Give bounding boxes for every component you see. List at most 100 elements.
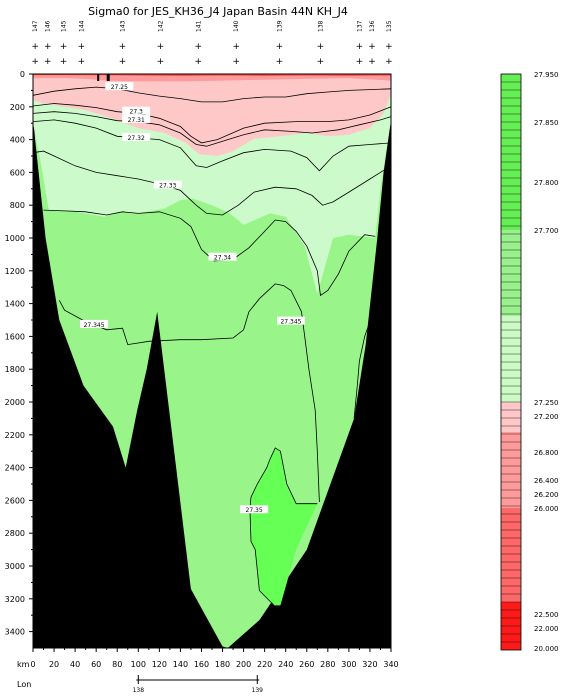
x-axis-label: km <box>17 660 30 669</box>
contour-line-27.32 <box>32 119 392 172</box>
y-tick-label: 1600 <box>5 332 25 341</box>
station-plus-marker: + <box>157 42 165 52</box>
station-plus-marker: + <box>44 42 52 52</box>
contour-label: 27.3 <box>130 109 144 116</box>
y-tick-label: 3200 <box>5 595 25 604</box>
contour-line-27.35 <box>249 447 318 606</box>
colorbar-label: 20.000 <box>534 645 559 653</box>
x-tick-label: 260 <box>299 660 314 669</box>
x-tick-label: 340 <box>383 660 398 669</box>
colorbar-label: 22.500 <box>534 611 559 619</box>
station-plus-marker: + <box>119 42 127 52</box>
station-plus-marker: + <box>157 57 165 67</box>
y-tick-label: 0 <box>20 70 25 79</box>
station-label: 145 <box>61 20 68 32</box>
contour-label: 27.345 <box>84 322 105 329</box>
colorbar-label: 27.250 <box>534 399 559 407</box>
colorbar-label: 27.850 <box>534 119 559 127</box>
water-region-above-27.35 <box>249 447 318 606</box>
station-plus-marker: + <box>119 57 127 67</box>
contour-label: 27.35 <box>246 507 263 514</box>
y-tick-label: 800 <box>10 201 25 210</box>
station-plus-marker: + <box>385 42 393 52</box>
station-plus-marker: + <box>276 42 284 52</box>
chart-title: Sigma0 for JES_KH36_J4 Japan Basin 44N K… <box>88 5 348 18</box>
contour-line-27.33 <box>32 150 392 216</box>
station-label: 142 <box>157 20 164 32</box>
y-tick-label: 3000 <box>5 562 25 571</box>
x-tick-label: 20 <box>49 660 59 669</box>
colorbar-band <box>501 401 521 432</box>
station-plus-marker: + <box>195 57 203 67</box>
colorbar-band <box>501 315 521 402</box>
x-tick-label: 200 <box>236 660 251 669</box>
x-tick-label: 120 <box>152 660 167 669</box>
contour-label: 27.34 <box>214 255 231 262</box>
x-tick-label: 300 <box>341 660 356 669</box>
contour-line-27.345b <box>353 321 371 419</box>
contour-label: 27.32 <box>128 135 145 142</box>
y-tick-label: 1800 <box>5 365 25 374</box>
station-plus-marker: + <box>368 42 376 52</box>
colorbar-label: 27.200 <box>534 413 559 421</box>
station-plus-marker: + <box>317 57 325 67</box>
x-tick-label: 240 <box>278 660 293 669</box>
station-plus-marker: + <box>317 42 325 52</box>
x-tick-label: 60 <box>91 660 101 669</box>
contour-label-bg <box>208 252 237 261</box>
station-plus-marker: + <box>276 57 284 67</box>
colorbar-label: 26.200 <box>534 491 559 499</box>
y-tick-label: 1200 <box>5 267 25 276</box>
station-plus-marker: + <box>385 57 393 67</box>
station-label: 146 <box>45 20 52 32</box>
x-tick-label: 0 <box>30 660 35 669</box>
water-region-surface-pink <box>33 74 391 82</box>
contour-label-bg <box>122 114 151 123</box>
station-label: 143 <box>120 20 127 32</box>
station-plus-marker: + <box>356 57 364 67</box>
station-label: 136 <box>369 20 376 32</box>
station-label: 141 <box>195 20 202 32</box>
axes: 0200400600800100012001400160018002000220… <box>5 70 399 669</box>
station-plus-marker: + <box>60 42 68 52</box>
x-tick-label: 100 <box>131 660 146 669</box>
x-tick-label: 180 <box>215 660 230 669</box>
y-tick-label: 600 <box>10 168 25 177</box>
x-tick-label: 280 <box>320 660 335 669</box>
y-tick-label: 2800 <box>5 529 25 538</box>
station-plus-marker: + <box>195 42 203 52</box>
colorbar-band <box>501 74 521 230</box>
colorbar-frame <box>500 73 522 651</box>
y-tick-label: 200 <box>10 103 25 112</box>
colorbar-label: 26.800 <box>534 449 559 457</box>
station-label: 140 <box>233 20 240 32</box>
contour-line-27.25 <box>32 86 392 103</box>
x-tick-label: 320 <box>362 660 377 669</box>
contour-label-bg <box>122 132 151 141</box>
station-label: 147 <box>32 20 39 32</box>
colorbar: 27.950 27.850 27.800 27.700 27.250 27.200 26.8… <box>500 71 559 653</box>
station-plus-marker: + <box>232 57 240 67</box>
station-plus-marker: + <box>31 42 39 52</box>
station-plus-marker: + <box>31 57 39 67</box>
y-tick-label: 3400 <box>5 628 25 637</box>
station-plus-marker: + <box>232 42 240 52</box>
y-tick-label: 1000 <box>5 234 25 243</box>
station-plus-marker: + <box>78 42 86 52</box>
station-label: 144 <box>78 20 85 32</box>
x-tick-label: 80 <box>112 660 122 669</box>
surface-gap <box>106 74 110 81</box>
contour-line-27.34 <box>43 209 376 297</box>
contour-label-bg <box>105 82 134 91</box>
contour-label-bg <box>153 180 182 189</box>
y-tick-label: 2200 <box>5 431 25 440</box>
station-plus-marker: + <box>368 57 376 67</box>
station-markers: 147 + +146 + +145 + +144 + +143 + +142 + +141 + +140 + +… <box>31 20 393 67</box>
station-plus-marker: + <box>60 57 68 67</box>
contour-label-bg <box>80 319 109 328</box>
y-tick-label: 2600 <box>5 496 25 505</box>
contour-label: 27.33 <box>159 183 176 190</box>
contour-label: 27.345 <box>280 319 301 326</box>
contour-label-bg <box>276 316 305 325</box>
y-tick-label: 1400 <box>5 300 25 309</box>
